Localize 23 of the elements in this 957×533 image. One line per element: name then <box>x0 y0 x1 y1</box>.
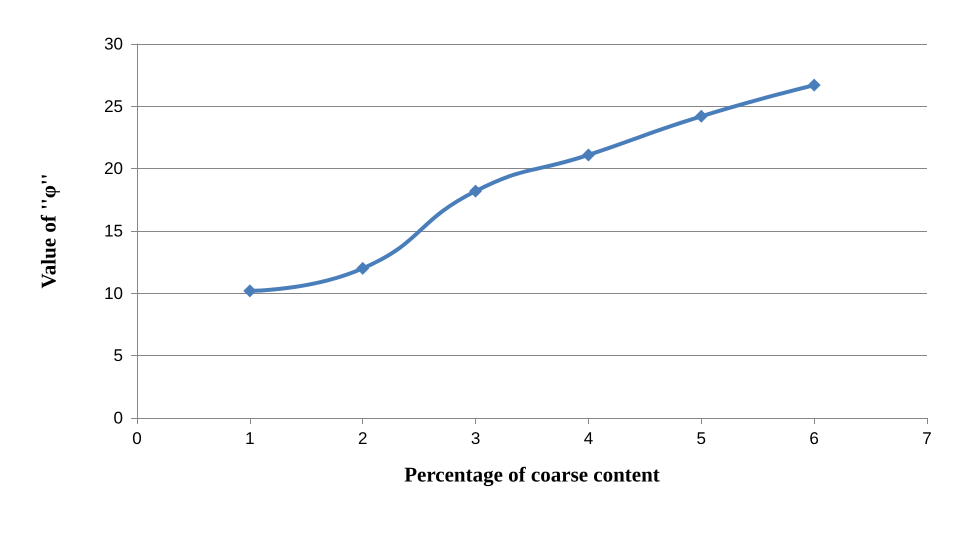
y-tick-label: 0 <box>114 408 123 428</box>
y-tick-label: 20 <box>104 159 123 178</box>
point <box>243 284 256 298</box>
point <box>469 184 482 198</box>
x-tick-label: 0 <box>132 429 142 448</box>
x-tick-label: 6 <box>809 429 819 448</box>
x-tick-label: 1 <box>245 429 255 448</box>
y-tick-label: 5 <box>114 346 123 366</box>
point <box>808 78 821 92</box>
x-tick-label: 3 <box>470 429 480 448</box>
y-tick-label: 30 <box>104 34 123 54</box>
x-tick-label: 4 <box>584 429 594 448</box>
x-tick-label: 7 <box>922 429 932 448</box>
point <box>582 148 595 162</box>
y-tick-label: 10 <box>104 284 123 303</box>
y-tick-label: 25 <box>104 96 123 116</box>
point <box>694 110 708 123</box>
y-axis-title: Value of ''φ'' <box>36 173 60 289</box>
y-tick-label: 15 <box>104 222 123 240</box>
point <box>356 262 370 275</box>
x-tick-label: 5 <box>696 429 706 448</box>
x-axis-title: Percentage of coarse content <box>404 462 660 486</box>
x-tick-label: 2 <box>358 429 368 448</box>
